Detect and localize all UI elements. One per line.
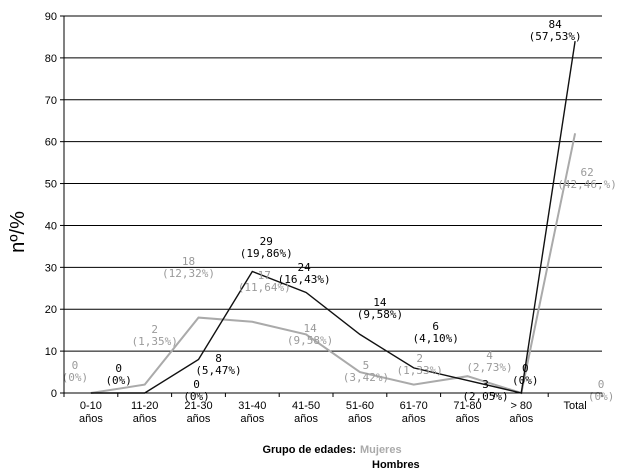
x-tick-label: 0-10 años bbox=[79, 400, 103, 425]
data-label-hombres: 84 (57,53%) bbox=[529, 18, 582, 43]
x-tick-label: 11-20 años bbox=[131, 400, 158, 425]
data-label-mujeres: 62 (42,46,%) bbox=[557, 166, 617, 191]
x-axis-categories: 0-10 años 11-20 años 21-30 años 31-40 años 41-50… bbox=[63, 393, 603, 425]
x-tick-label: 61-70 años bbox=[400, 400, 428, 425]
x-tick-label: 21-30 años bbox=[184, 400, 212, 425]
data-label-mujeres: 18 (12,32%) bbox=[162, 255, 215, 280]
y-tick-label: 10 bbox=[45, 346, 57, 358]
data-label-mujeres: 2 (1,33%) bbox=[397, 352, 443, 377]
data-label-hombres: 3 (2,05%) bbox=[462, 378, 508, 403]
y-tick-label: 70 bbox=[45, 95, 57, 107]
series-line-mujeres bbox=[90, 133, 577, 395]
y-tick-label: 60 bbox=[45, 137, 57, 149]
y-axis-ticks: 0 10 20 30 40 50 60 70 80 90 bbox=[45, 11, 64, 400]
data-label-hombres: 0 (0%) bbox=[105, 362, 132, 387]
axes bbox=[63, 16, 602, 394]
data-label-mujeres: 5 (3,42%) bbox=[343, 359, 389, 384]
data-label-mujeres: 14 (9,58%) bbox=[287, 322, 333, 347]
data-label-mujeres-extra: 0 (0%) bbox=[588, 378, 615, 403]
data-label-mujeres: 0 (0%) bbox=[62, 359, 89, 384]
y-tick-label: 80 bbox=[45, 53, 57, 65]
series-lines bbox=[90, 40, 577, 395]
data-label-hombres: 29 (19,86%) bbox=[240, 235, 293, 260]
legend-item-hombres: Hombres bbox=[372, 459, 420, 471]
data-label-hombres-extra: 0 (0%) bbox=[183, 378, 210, 403]
data-label-hombres: 14 (9,58%) bbox=[357, 296, 403, 321]
y-tick-label: 50 bbox=[45, 179, 57, 191]
data-label-hombres: 8 (5,47%) bbox=[195, 352, 241, 377]
x-tick-label: 41-50 años bbox=[292, 400, 320, 425]
data-label-hombres: 6 (4,10%) bbox=[413, 320, 459, 345]
legend-title: Grupo de edades: bbox=[262, 444, 356, 456]
x-tick-label: > 80 años bbox=[509, 400, 533, 425]
data-labels: 0 (0%)2 (1,35%)18 (12,32%) 17 (11,64%)14 (9,58… bbox=[62, 18, 617, 403]
x-tick-label: 31-40 años bbox=[238, 400, 266, 425]
data-label-mujeres: 4 (2,73%) bbox=[466, 349, 512, 374]
data-label-mujeres: 17 (11,64%) bbox=[238, 269, 291, 294]
data-label-mujeres: 2 (1,35%) bbox=[132, 323, 178, 348]
grid-lines bbox=[64, 15, 602, 394]
y-tick-label: 90 bbox=[45, 11, 57, 23]
y-tick-label: 20 bbox=[45, 304, 57, 316]
series-line-hombres bbox=[90, 40, 576, 394]
x-tick-label: Total bbox=[563, 400, 586, 412]
y-axis-label: nº/% bbox=[7, 211, 29, 253]
y-tick-label: 40 bbox=[45, 220, 57, 232]
x-tick-label: 71-80 años bbox=[453, 400, 481, 425]
data-label-hombres: 0 (0%) bbox=[512, 362, 539, 387]
y-tick-label: 30 bbox=[45, 262, 57, 274]
legend-item-mujeres: Mujeres bbox=[360, 444, 402, 456]
data-label-hombres: 24 (16,43%) bbox=[278, 261, 331, 286]
x-tick-label: 51-60 años bbox=[346, 400, 374, 425]
y-tick-label: 0 bbox=[51, 388, 57, 400]
